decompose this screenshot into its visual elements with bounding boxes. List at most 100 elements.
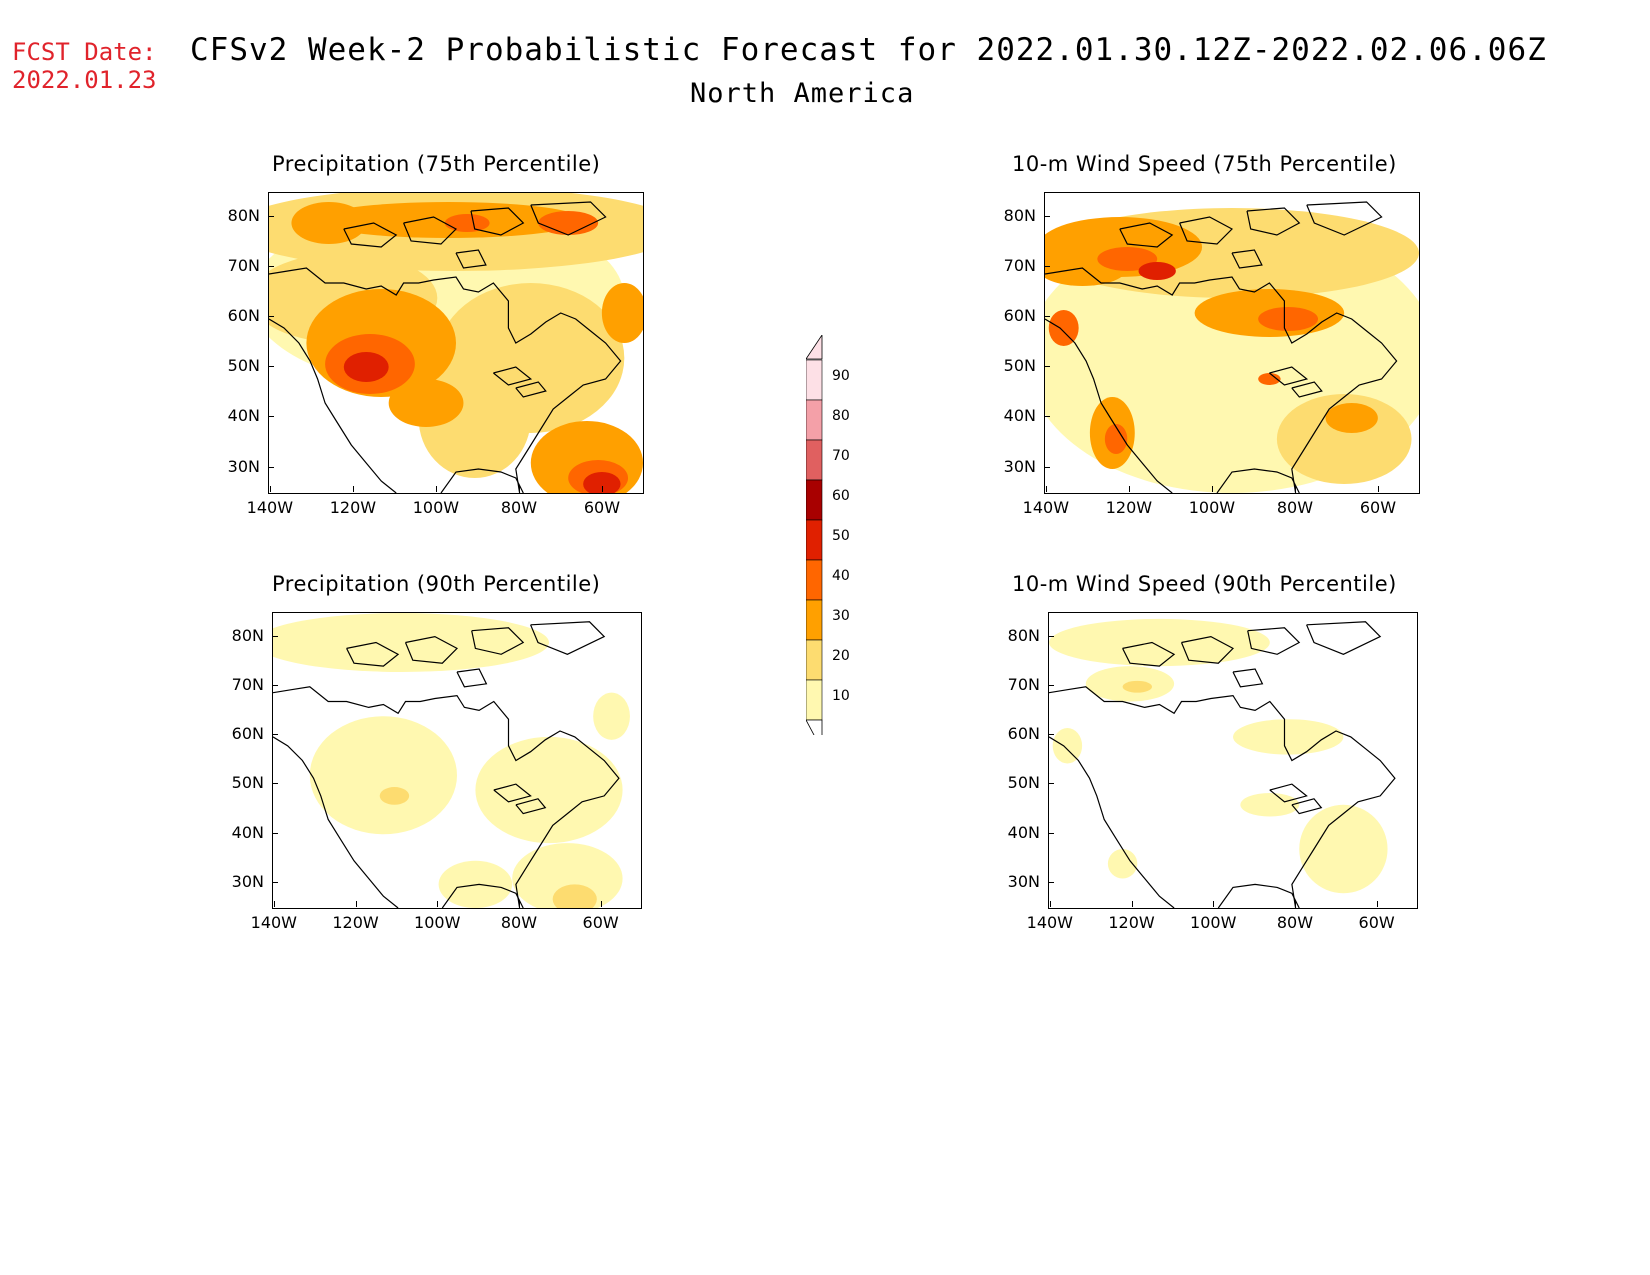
colorbar-segment <box>806 639 823 681</box>
probability-contour <box>1104 424 1128 454</box>
coastline <box>273 686 620 908</box>
lat-tick-label: 40N <box>1003 406 1036 426</box>
probability-contour <box>1325 403 1378 433</box>
lon-tick-label: 120W <box>329 498 377 517</box>
coastline <box>440 468 524 493</box>
probability-contour <box>379 787 410 805</box>
probability-contour <box>309 716 457 835</box>
coastline <box>1232 668 1264 688</box>
probability-contour <box>512 843 623 908</box>
lon-tick-label: 100W <box>1190 913 1237 932</box>
probability-contour <box>1107 849 1138 879</box>
coastline <box>1216 468 1300 493</box>
probability-contour <box>601 283 643 343</box>
lat-tick <box>1048 881 1054 883</box>
lon-tick <box>1213 901 1215 907</box>
lat-tick <box>268 466 274 468</box>
coastline <box>1231 249 1263 269</box>
colorbar-segment <box>806 519 823 561</box>
lon-tick <box>437 901 439 907</box>
lon-tick-label: 80W <box>500 498 538 517</box>
lon-tick <box>601 486 603 492</box>
lat-tick-label: 30N <box>227 456 260 476</box>
coastline <box>1269 783 1308 803</box>
lat-tick <box>272 635 278 637</box>
lon-tick <box>1211 486 1213 492</box>
lat-tick <box>268 366 274 368</box>
forecast-map <box>268 192 644 494</box>
coastline <box>269 267 622 493</box>
lon-tick-label: 60W <box>583 498 621 517</box>
lon-tick <box>1294 486 1296 492</box>
lat-tick-label: 50N <box>1003 356 1036 376</box>
colorbar <box>806 335 823 735</box>
coastline <box>1049 736 1175 908</box>
lat-tick-label: 80N <box>227 206 260 225</box>
coastline <box>441 883 524 908</box>
lat-tick-label: 60N <box>231 724 264 744</box>
fcst-date-block: FCST Date: 2022.01.23 <box>12 38 157 94</box>
forecast-map <box>1048 612 1418 909</box>
lat-tick-label: 30N <box>1003 456 1036 476</box>
probability-contour <box>538 211 599 235</box>
lat-tick <box>1048 635 1054 637</box>
probability-contour <box>1299 804 1388 894</box>
colorbar-label: 30 <box>832 608 850 624</box>
coastline <box>346 641 400 667</box>
lat-tick-label: 30N <box>231 871 264 891</box>
probability-contour <box>291 202 367 244</box>
lat-tick-label: 50N <box>231 773 264 793</box>
lat-tick <box>1044 216 1050 217</box>
colorbar-segment <box>806 479 823 521</box>
lat-tick-label: 50N <box>227 356 260 376</box>
lon-tick <box>269 486 271 492</box>
lon-tick-label: 80W <box>1276 498 1314 517</box>
coastline <box>1180 635 1234 664</box>
probability-contour <box>1052 728 1083 764</box>
coastline <box>493 783 532 803</box>
lon-tick-label: 80W <box>1276 913 1314 932</box>
lat-tick <box>1044 416 1050 418</box>
probability-contour <box>1276 394 1412 484</box>
coastline <box>1291 798 1323 815</box>
colorbar-segment <box>806 599 823 641</box>
coastline <box>404 635 458 664</box>
lon-tick-label: 120W <box>332 913 379 932</box>
lat-tick <box>272 783 278 785</box>
coastline <box>1306 201 1383 236</box>
lat-tick <box>1044 466 1050 468</box>
probability-contour <box>552 884 597 908</box>
lon-tick <box>273 901 275 907</box>
coastline <box>455 249 487 269</box>
lat-tick-label: 40N <box>231 822 264 842</box>
lon-tick-label: 120W <box>1108 913 1155 932</box>
lat-tick <box>1048 832 1054 834</box>
lat-tick-label: 60N <box>1003 306 1036 326</box>
lat-tick-label: 40N <box>1007 822 1040 842</box>
forecast-map <box>1044 192 1420 494</box>
lon-tick-label: 140W <box>246 498 294 517</box>
page-subtitle: North America <box>690 78 915 109</box>
lon-tick-label: 60W <box>1359 498 1397 517</box>
lon-tick-label: 140W <box>1026 913 1073 932</box>
forecast-map <box>272 612 642 909</box>
lat-tick-label: 70N <box>1003 256 1036 276</box>
coastline <box>1049 686 1396 908</box>
page-title: CFSv2 Week-2 Probabilistic Forecast for … <box>190 32 1547 68</box>
panel-title: 10-m Wind Speed (90th Percentile) <box>1012 572 1397 596</box>
probability-contour <box>273 613 549 672</box>
lat-tick <box>272 684 278 686</box>
lon-tick-label: 140W <box>250 913 297 932</box>
coastline <box>1291 381 1323 398</box>
lon-tick <box>1131 901 1133 907</box>
colorbar-label: 20 <box>832 648 850 664</box>
colorbar-segment <box>806 359 823 401</box>
lat-tick <box>272 881 278 883</box>
coastline <box>1246 207 1301 236</box>
colorbar-label: 80 <box>832 408 850 424</box>
probability-contour <box>593 692 630 740</box>
lon-tick-label: 140W <box>1022 498 1070 517</box>
panel-title: Precipitation (75th Percentile) <box>272 152 601 176</box>
lat-tick-label: 40N <box>227 406 260 426</box>
lon-tick-label: 100W <box>414 913 461 932</box>
